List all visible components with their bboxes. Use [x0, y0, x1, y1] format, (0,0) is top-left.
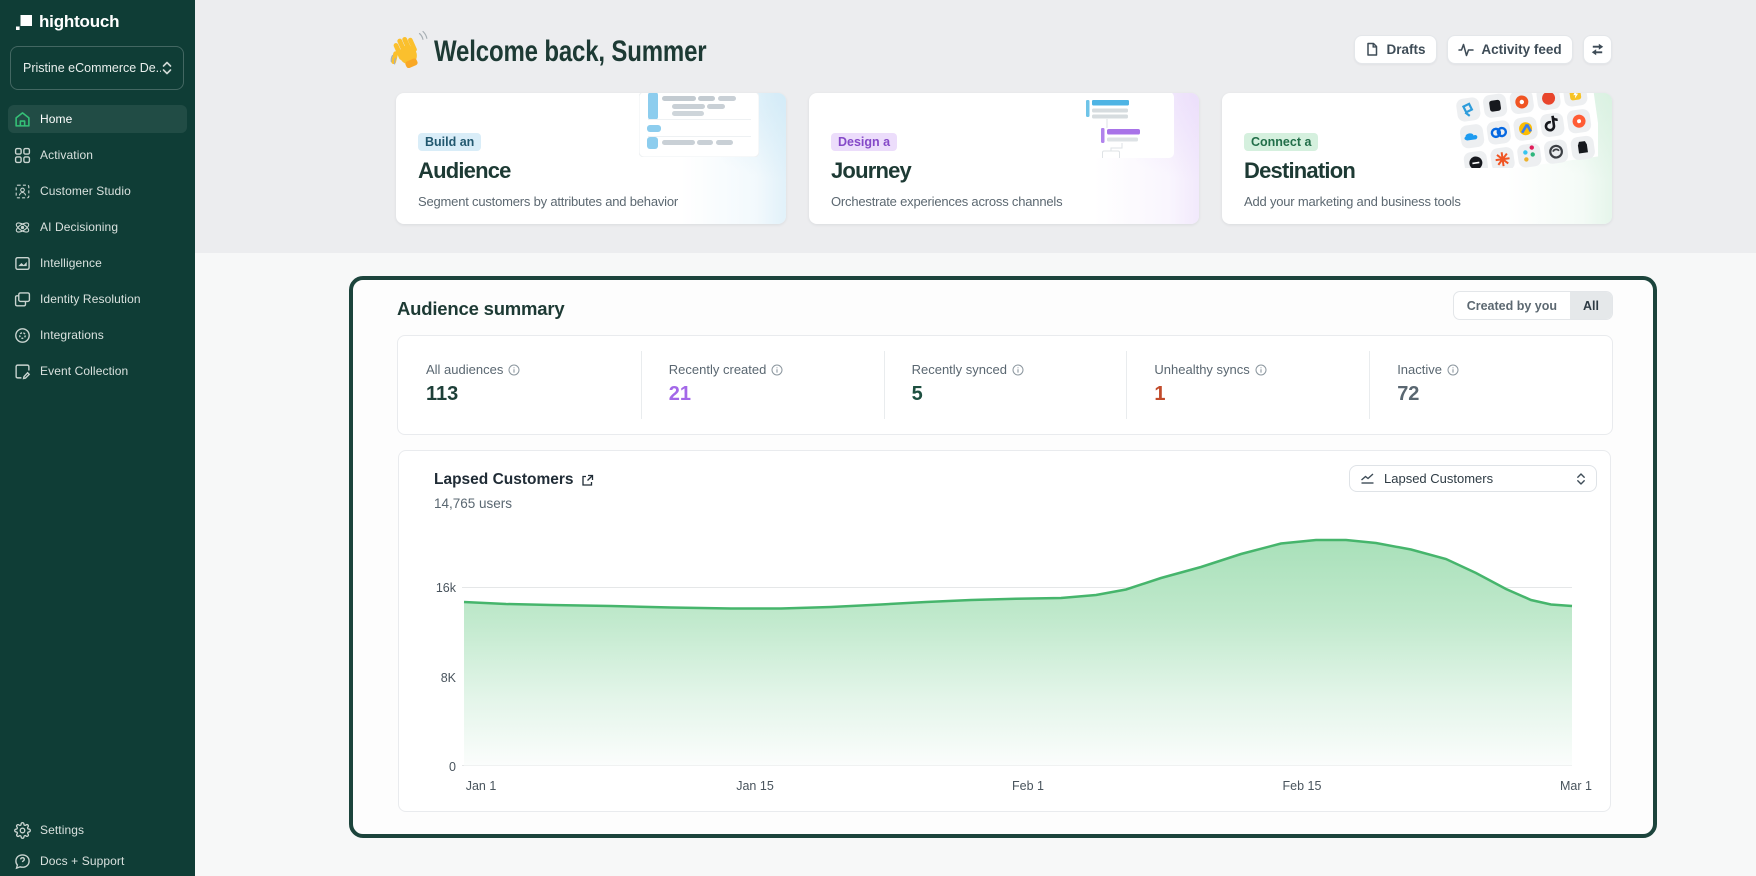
svg-text:Mar 1: Mar 1 [1560, 779, 1592, 793]
svg-text:Feb 15: Feb 15 [1283, 779, 1322, 793]
svg-text:8K: 8K [441, 671, 457, 685]
svg-text:Feb 1: Feb 1 [1012, 779, 1044, 793]
svg-text:16k: 16k [436, 581, 457, 595]
svg-text:Jan 15: Jan 15 [736, 779, 774, 793]
svg-text:Jan 1: Jan 1 [466, 779, 497, 793]
svg-text:0: 0 [449, 760, 456, 774]
